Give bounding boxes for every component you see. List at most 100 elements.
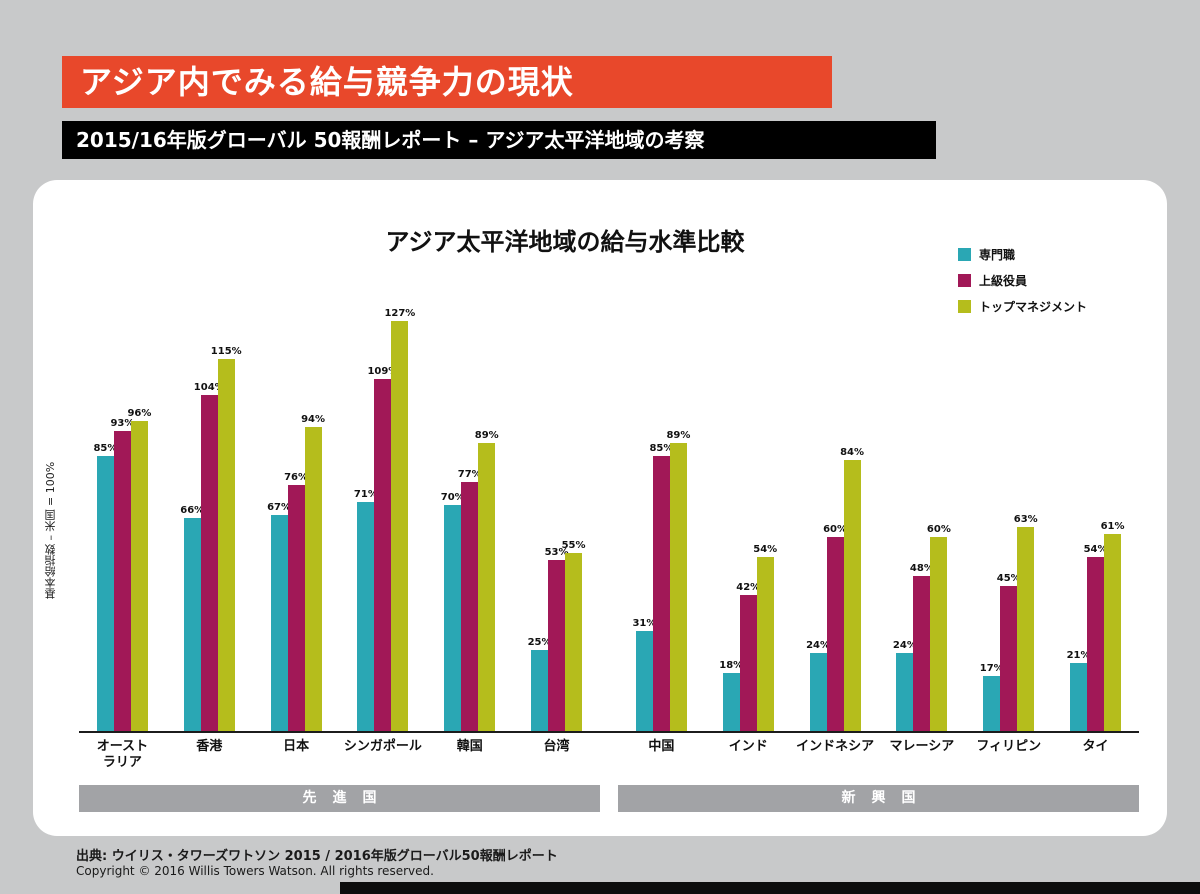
bar-value-label: 24% [806, 640, 831, 651]
bar: 54% [1084, 544, 1108, 731]
bar-group: 66% 104% 115% [166, 346, 253, 731]
bar: 24% [806, 640, 830, 731]
bar-value-label: 31% [632, 618, 657, 629]
bar: 85% [649, 443, 673, 731]
legend-item: 上級役員 [957, 272, 1087, 289]
bar-value-label: 70% [440, 492, 465, 503]
bar-value-label: 109% [367, 366, 399, 377]
bar: 17% [980, 663, 1004, 731]
category-labels-row: 中国 インド インドネシア マレーシア フィリピン タイ [618, 739, 1139, 779]
bar-group: 21% 54% 61% [1052, 521, 1139, 731]
bar-value-label: 89% [666, 430, 691, 441]
page-subtitle: 2015/16年版グローバル 50報酬レポート – アジア太平洋地域の考察 [76, 128, 705, 152]
bar-value-label: 54% [1083, 544, 1108, 555]
bar: 89% [475, 430, 499, 731]
bar: 67% [267, 502, 291, 731]
bar: 48% [910, 563, 934, 731]
bar-value-label: 53% [544, 547, 569, 558]
legend-swatch [957, 274, 971, 287]
bar-value-label: 24% [892, 640, 917, 651]
category-label: インド [728, 739, 768, 754]
bar: 76% [284, 472, 308, 731]
legend-label: 専門職 [978, 248, 1015, 262]
bar: 96% [127, 408, 151, 731]
bar-value-label: 63% [1013, 514, 1038, 525]
bar-group: 17% 45% 63% [965, 514, 1052, 731]
bar-value-label: 104% [193, 382, 225, 393]
category-label: オースト ラリア [96, 739, 149, 771]
bar: 60% [927, 524, 951, 731]
bar-value-label: 115% [210, 346, 242, 357]
copyright-line: Copyright © 2016 Willis Towers Watson. A… [76, 864, 434, 878]
bar: 89% [666, 430, 690, 731]
bar-value-label: 54% [753, 544, 778, 555]
bar-value-label: 71% [353, 489, 378, 500]
legend-label: 上級役員 [978, 274, 1027, 288]
bar-value-label: 61% [1100, 521, 1125, 532]
legend-swatch [957, 300, 971, 313]
page-title: アジア内でみる給与競争力の現状 [80, 63, 574, 101]
bar-value-label: 76% [284, 472, 309, 483]
bar: 94% [301, 414, 325, 731]
bar: 63% [1014, 514, 1038, 731]
legend-item: トップマネジメント [957, 298, 1087, 315]
bars-row: 31% 85% 89% 18% 42% 54% 24% 60% 84% 24% 48% 60% 17% 4… [618, 311, 1139, 731]
bar-value-label: 66% [180, 505, 205, 516]
bar: 21% [1067, 650, 1091, 731]
bar-group: 24% 48% 60% [878, 524, 965, 731]
category-label: 中国 [648, 739, 675, 754]
plot-area: 85% 93% 96% 66% 104% 115% 67% 76% 94% 71% 109% 127%… [79, 308, 1139, 812]
category-label: シンガポール [343, 739, 422, 754]
bar-value-label: 67% [267, 502, 292, 513]
bar-value-label: 42% [736, 582, 761, 593]
category-label: インドネシア [796, 739, 875, 754]
bar-group: 71% 109% 127% [339, 308, 426, 731]
bar: 45% [997, 573, 1021, 731]
bar: 115% [211, 346, 242, 731]
category-label: 韓国 [456, 739, 483, 754]
country-group-band: 新興国 [618, 785, 1139, 812]
bar-value-label: 25% [527, 637, 552, 648]
bar-value-label: 94% [301, 414, 326, 425]
bar-value-label: 77% [457, 469, 482, 480]
bar: 77% [458, 469, 482, 731]
bar: 66% [180, 505, 204, 731]
bar-value-label: 60% [926, 524, 951, 535]
bar-group: 18% 42% 54% [705, 544, 792, 731]
bar-value-label: 17% [979, 663, 1004, 674]
bar-group: 31% 85% 89% [618, 430, 705, 731]
x-axis-line [79, 731, 1139, 733]
bar-group: 85% 93% 96% [79, 408, 166, 731]
country-section: 31% 85% 89% 18% 42% 54% 24% 60% 84% 24% 48% 60% 17% 4… [618, 311, 1139, 812]
bar: 127% [384, 308, 415, 731]
bar: 60% [823, 524, 847, 731]
legend-label: トップマネジメント [978, 300, 1087, 314]
bar-value-label: 93% [110, 418, 135, 429]
bar-value-label: 45% [996, 573, 1021, 584]
bar: 31% [632, 618, 656, 731]
bar: 70% [441, 492, 465, 731]
bar: 61% [1101, 521, 1125, 731]
legend-item: 専門職 [957, 246, 1087, 263]
bar-value-label: 96% [127, 408, 152, 419]
category-label: マレーシア [889, 739, 955, 754]
bar: 42% [736, 582, 760, 731]
bar-value-label: 127% [384, 308, 416, 319]
bar-group: 25% 53% 55% [513, 540, 600, 731]
bar: 84% [840, 447, 864, 731]
bar-value-label: 85% [649, 443, 674, 454]
source-line: 出典: ウイリス・タワーズワトソン 2015 / 2016年版グローバル50報酬… [76, 849, 558, 864]
bar: 53% [545, 547, 569, 731]
category-labels-row: オースト ラリア 香港 日本 シンガポール 韓国 台湾 [79, 739, 600, 779]
bar-value-label: 21% [1066, 650, 1091, 661]
bar: 18% [719, 660, 743, 731]
bottom-black-strip [340, 882, 1200, 894]
bar-value-label: 89% [474, 430, 499, 441]
chart-title: アジア太平洋地域の給与水準比較 [385, 228, 745, 256]
category-label: 台湾 [543, 739, 570, 754]
chart-legend: 専門職上級役員トップマネジメント [957, 246, 1087, 315]
bar: 54% [753, 544, 777, 731]
bar-value-label: 84% [840, 447, 865, 458]
bar-value-label: 55% [561, 540, 586, 551]
